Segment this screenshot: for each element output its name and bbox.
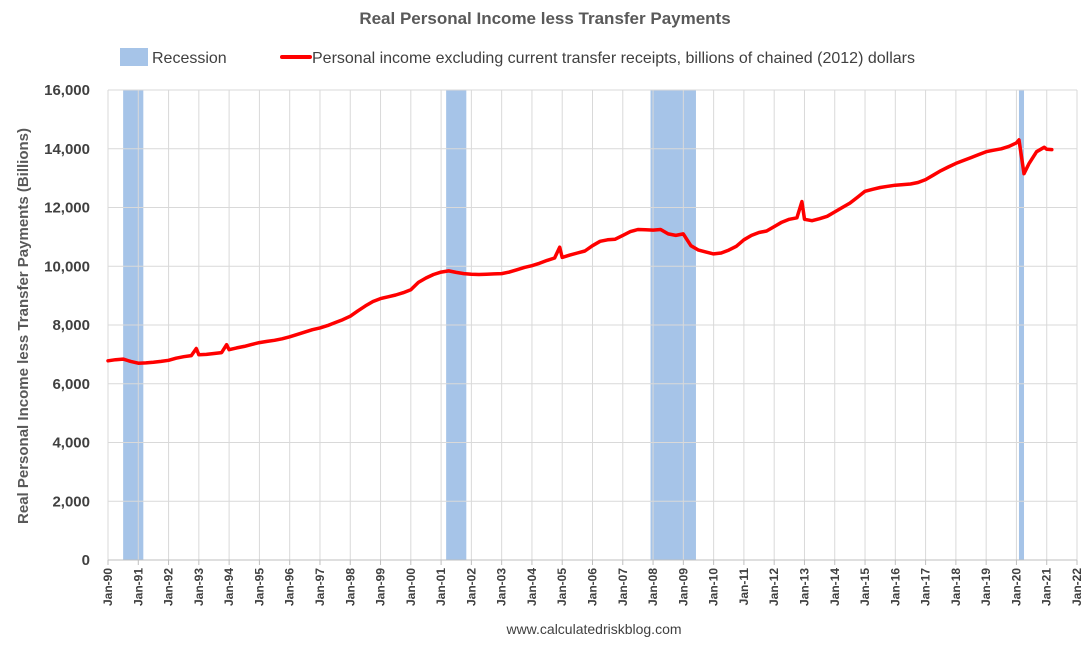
x-tick-label: Jan-05 xyxy=(555,568,569,606)
x-tick-label: Jan-18 xyxy=(949,568,963,606)
x-tick-label: Jan-06 xyxy=(586,568,600,606)
x-tick-label: Jan-22 xyxy=(1070,568,1084,606)
x-tick-label: Jan-15 xyxy=(858,568,872,606)
y-tick-label: 4,000 xyxy=(52,435,90,452)
x-tick-label: Jan-97 xyxy=(313,568,327,606)
y-tick-label: 12,000 xyxy=(44,200,90,217)
x-tick-label: Jan-21 xyxy=(1040,568,1054,606)
y-tick-label: 14,000 xyxy=(44,141,90,158)
y-tick-label: 16,000 xyxy=(44,82,90,99)
x-tick-label: Jan-04 xyxy=(525,568,539,606)
gridlines xyxy=(107,89,1078,561)
x-axis: Jan-90 Jan-91 Jan-92 Jan-93 Jan-94 Jan-95 Jan-… xyxy=(101,559,1084,606)
x-tick-label: Jan-09 xyxy=(676,568,690,606)
x-tick-label: Jan-17 xyxy=(919,568,933,606)
x-tick-label: Jan-03 xyxy=(495,568,509,606)
x-tick-label: Jan-92 xyxy=(162,568,176,606)
x-tick-label: Jan-10 xyxy=(707,568,721,606)
x-tick-label: Jan-08 xyxy=(646,568,660,606)
source-credit: www.calculatedriskblog.com xyxy=(505,621,681,637)
x-tick-label: Jan-01 xyxy=(434,568,448,606)
y-tick-label: 8,000 xyxy=(52,317,90,334)
legend-recession-label: Recession xyxy=(152,50,227,67)
x-tick-label: Jan-94 xyxy=(222,568,236,606)
series-layer xyxy=(106,138,1054,365)
x-tick-label: Jan-91 xyxy=(131,568,145,606)
x-tick-label: Jan-90 xyxy=(101,568,115,606)
x-tick-label: Jan-14 xyxy=(828,568,842,606)
x-tick-label: Jan-95 xyxy=(252,568,266,606)
x-tick-label: Jan-99 xyxy=(374,568,388,606)
x-tick-label: Jan-12 xyxy=(767,568,781,606)
x-tick-label: Jan-02 xyxy=(464,568,478,606)
x-tick-label: Jan-20 xyxy=(1009,568,1023,606)
x-tick-label: Jan-16 xyxy=(888,568,902,606)
x-tick-label: Jan-13 xyxy=(797,568,811,606)
x-tick-label: Jan-07 xyxy=(616,568,630,606)
legend-recession-swatch xyxy=(120,48,148,66)
y-axis-label: Real Personal Income less Transfer Payme… xyxy=(15,128,32,524)
y-tick-label: 6,000 xyxy=(52,376,90,393)
legend: Recession Personal income excluding curr… xyxy=(120,48,915,67)
series-line xyxy=(106,138,1054,365)
chart-title: Real Personal Income less Transfer Payme… xyxy=(359,9,730,28)
x-tick-label: Jan-00 xyxy=(404,568,418,606)
x-tick-label: Jan-19 xyxy=(979,568,993,606)
x-tick-label: Jan-11 xyxy=(737,568,751,606)
x-tick-label: Jan-98 xyxy=(343,568,357,606)
y-tick-label: 0 xyxy=(82,552,90,569)
x-tick-label: Jan-93 xyxy=(192,568,206,606)
x-tick-label: Jan-96 xyxy=(283,568,297,606)
y-tick-label: 10,000 xyxy=(44,258,90,275)
y-axis: 0 2,000 4,000 6,000 8,000 10,000 12,000 14,000 1… xyxy=(44,82,90,569)
y-tick-label: 2,000 xyxy=(52,493,90,510)
legend-series-label: Personal income excluding current transf… xyxy=(312,50,915,67)
